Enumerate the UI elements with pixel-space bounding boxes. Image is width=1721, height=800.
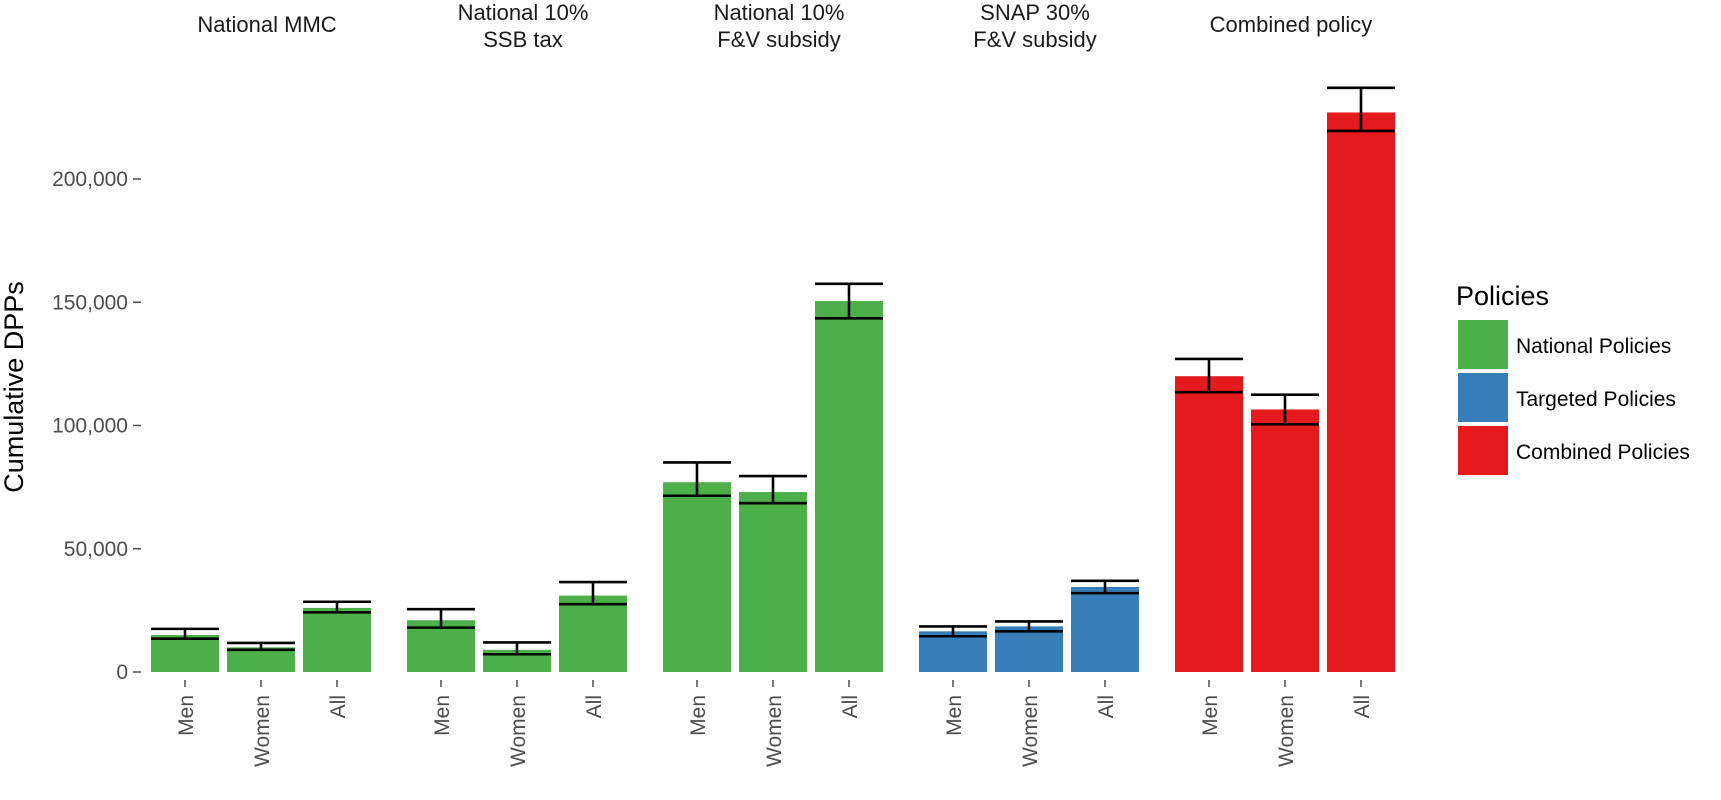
error-bar bbox=[1071, 579, 1139, 595]
facet-title: National 10% SSB tax bbox=[458, 0, 589, 52]
error-bar bbox=[739, 474, 807, 505]
x-tick-label: All bbox=[1095, 695, 1118, 718]
error-bar bbox=[227, 641, 295, 652]
bar bbox=[1175, 376, 1243, 672]
legend-label: Targeted Policies bbox=[1516, 388, 1676, 411]
bar bbox=[303, 607, 371, 672]
x-tick-label: Men bbox=[431, 695, 454, 736]
y-axis-label: Cumulative DPPs bbox=[0, 281, 29, 493]
bar bbox=[739, 492, 807, 672]
bar bbox=[663, 482, 731, 672]
bar bbox=[815, 301, 883, 672]
y-tick-label: 100,000 bbox=[52, 415, 128, 438]
x-tick-label: Men bbox=[1199, 695, 1222, 736]
legend-entry: National Policies bbox=[1458, 320, 1671, 369]
facet-panel: SNAP 30% F&V subsidy Men Women All bbox=[919, 0, 1139, 767]
error-bar bbox=[1175, 357, 1243, 394]
bar bbox=[919, 631, 987, 672]
legend-swatch bbox=[1458, 426, 1508, 475]
facet-panel: Combined policy Men Women All bbox=[1175, 12, 1395, 767]
error-bar bbox=[815, 282, 883, 320]
error-bar bbox=[919, 625, 987, 638]
y-tick-label: 200,000 bbox=[52, 168, 128, 191]
y-tick-label: 0 bbox=[116, 661, 128, 684]
x-tick-label: Women bbox=[251, 695, 274, 767]
bar bbox=[995, 626, 1063, 672]
facet-panel: National 10% SSB tax Men Women All bbox=[407, 0, 627, 767]
x-tick-label: Women bbox=[507, 695, 530, 767]
x-tick-label: All bbox=[839, 695, 862, 718]
legend-swatch bbox=[1458, 373, 1508, 422]
legend-swatch bbox=[1458, 320, 1508, 369]
error-bar bbox=[303, 600, 371, 614]
y-axis: 0 50,000 100,000 150,000 200,000 bbox=[52, 168, 141, 684]
legend-entries: National Policies Targeted Policies Combin… bbox=[1458, 320, 1690, 475]
facet-title: National MMC bbox=[197, 12, 336, 37]
bar bbox=[227, 647, 295, 672]
bar bbox=[559, 595, 627, 672]
error-bar bbox=[995, 620, 1063, 633]
y-tick-label: 150,000 bbox=[52, 291, 128, 314]
legend-title: Policies bbox=[1456, 281, 1549, 311]
bar bbox=[151, 635, 219, 672]
legend: Policies National Policies Targeted Polic… bbox=[1456, 281, 1690, 475]
x-tick-label: Women bbox=[763, 695, 786, 767]
y-tick-label: 50,000 bbox=[64, 538, 128, 561]
facet-title: SNAP 30% F&V subsidy bbox=[973, 0, 1097, 52]
x-tick-label: Men bbox=[175, 695, 198, 736]
error-bar bbox=[407, 607, 475, 629]
x-tick-label: All bbox=[583, 695, 606, 718]
legend-entry: Combined Policies bbox=[1458, 426, 1690, 475]
error-bar bbox=[1327, 86, 1395, 133]
bar bbox=[1251, 409, 1319, 672]
facet-panel: National MMC Men Women All bbox=[151, 12, 371, 767]
bar bbox=[1071, 586, 1139, 672]
facet-title: Combined policy bbox=[1210, 12, 1373, 37]
x-tick-label: Women bbox=[1275, 695, 1298, 767]
legend-label: Combined Policies bbox=[1516, 441, 1690, 464]
x-tick-label: Women bbox=[1019, 695, 1042, 767]
error-bar bbox=[483, 641, 551, 656]
legend-label: National Policies bbox=[1516, 335, 1671, 358]
bar bbox=[1327, 112, 1395, 672]
facet-title: National 10% F&V subsidy bbox=[714, 0, 845, 52]
legend-entry: Targeted Policies bbox=[1458, 373, 1676, 422]
error-bar bbox=[559, 580, 627, 606]
error-bar bbox=[1251, 393, 1319, 426]
error-bar bbox=[663, 461, 731, 498]
x-tick-label: All bbox=[327, 695, 350, 718]
x-tick-label: All bbox=[1351, 695, 1374, 718]
error-bar bbox=[151, 627, 219, 641]
x-tick-label: Men bbox=[943, 695, 966, 736]
facet-panel: National 10% F&V subsidy Men Women All bbox=[663, 0, 883, 767]
x-tick-label: Men bbox=[687, 695, 710, 736]
